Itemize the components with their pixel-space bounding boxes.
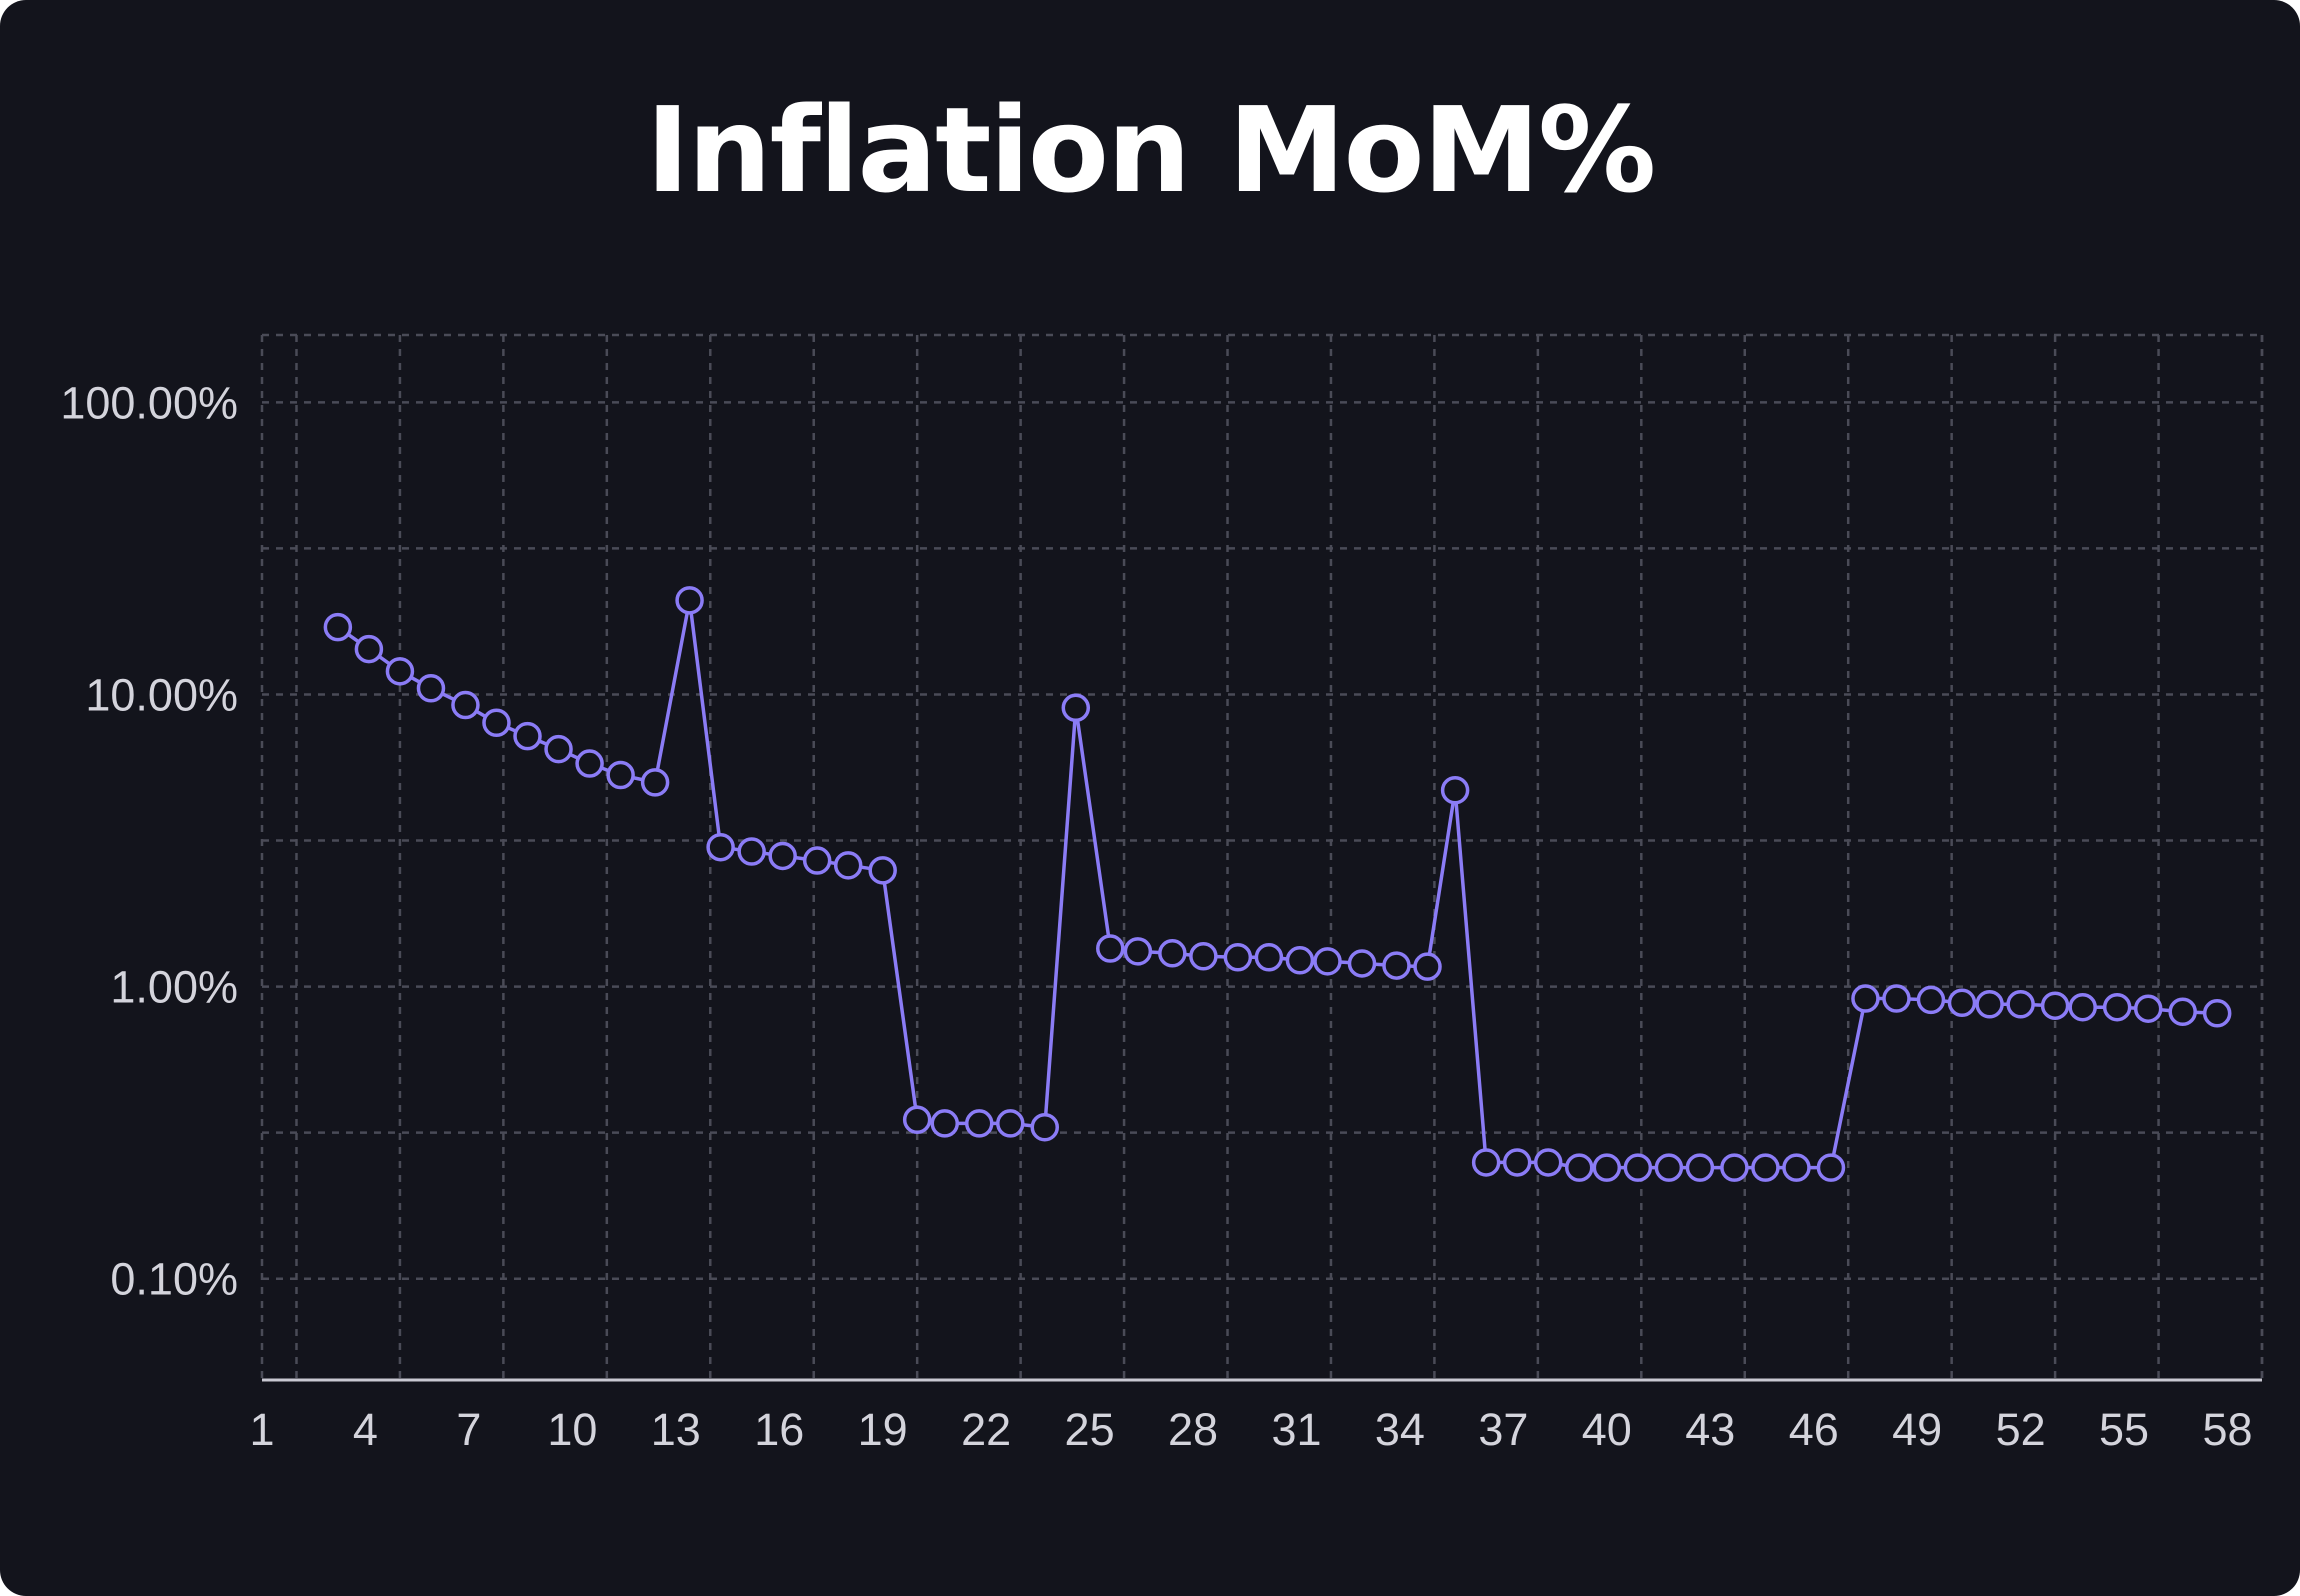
data-point [323,612,353,642]
data-point [902,1105,932,1135]
y-tick-label: 100.00% [60,377,238,428]
data-point [833,851,863,880]
x-tick-label: 55 [2099,1404,2149,1455]
data-point [2040,991,2070,1020]
data-point [1720,1153,1749,1182]
data-point [1502,1148,1532,1177]
data-point [1916,985,1946,1015]
data-point [2006,989,2035,1019]
x-tick-label: 46 [1789,1404,1839,1455]
data-point [1882,984,1911,1013]
x-tick-label: 31 [1271,1404,1321,1455]
data-point [1413,952,1442,981]
data-point [1440,775,1470,805]
data-point [385,657,415,686]
data-point [768,841,797,871]
x-tick-label: 16 [754,1404,804,1455]
data-point [1471,1148,1501,1177]
data-point [1947,988,1977,1018]
data-point [1564,1153,1594,1182]
data-point [1623,1153,1653,1182]
data-point [606,760,635,790]
data-point [1751,1153,1780,1182]
x-tick-label: 28 [1168,1404,1218,1455]
x-tick-label: 34 [1375,1404,1425,1455]
data-point [964,1109,994,1138]
x-tick-label: 22 [961,1404,1011,1455]
x-tick-label: 40 [1582,1404,1632,1455]
data-point [996,1109,1025,1138]
data-point [2168,997,2197,1026]
x-tick-label: 19 [858,1404,908,1455]
data-point [451,690,480,720]
x-tick-label: 10 [547,1404,597,1455]
data-point [1782,1153,1811,1182]
y-tick-label: 1.00% [110,962,238,1013]
data-point [1816,1153,1846,1182]
x-tick-label: 7 [456,1404,481,1455]
data-point [2068,992,2097,1022]
x-tick-label: 58 [2202,1404,2252,1455]
x-tick-label: 4 [353,1404,378,1455]
data-point [868,856,897,885]
data-point [675,586,704,615]
x-tick-label: 25 [1065,1404,1115,1455]
data-point [1061,693,1091,723]
data-point [513,721,542,751]
data-point [1654,1153,1684,1182]
x-tick-label: 43 [1685,1404,1735,1455]
data-point [1096,934,1125,963]
data-point [1592,1153,1622,1182]
data-point [544,734,573,764]
data-point [1189,941,1218,971]
data-point [416,674,446,703]
data-point [737,837,766,866]
data-point [2133,994,2163,1023]
data-point [930,1109,960,1138]
data-point [1158,939,1187,968]
data-point [1851,984,1880,1013]
series-line [336,598,2218,1170]
data-point [1533,1148,1563,1177]
data-point [1313,947,1342,976]
x-tick-label: 13 [651,1404,701,1455]
data-point [2102,992,2132,1022]
data-point [802,846,832,875]
data-point [1975,989,2004,1019]
data-point [706,832,735,862]
data-point [482,708,511,738]
data-point [1685,1153,1715,1182]
data-point [1223,942,1253,972]
data-point [575,749,604,778]
x-tick-label: 49 [1892,1404,1942,1455]
data-point [1123,937,1153,966]
data-point [1254,942,1284,972]
x-tick-label: 52 [1996,1404,2046,1455]
data-point [354,634,384,664]
chart-title: Inflation MoM% [645,81,1656,219]
y-tick-label: 10.00% [85,669,238,720]
y-tick-label: 0.10% [110,1254,238,1305]
data-point [1030,1112,1060,1142]
data-point [1347,949,1377,978]
x-tick-label: 1 [249,1404,274,1455]
data-point [640,768,670,797]
data-point [1382,951,1411,980]
data-point [1285,946,1315,975]
data-point [2202,999,2232,1028]
x-tick-label: 37 [1478,1404,1528,1455]
